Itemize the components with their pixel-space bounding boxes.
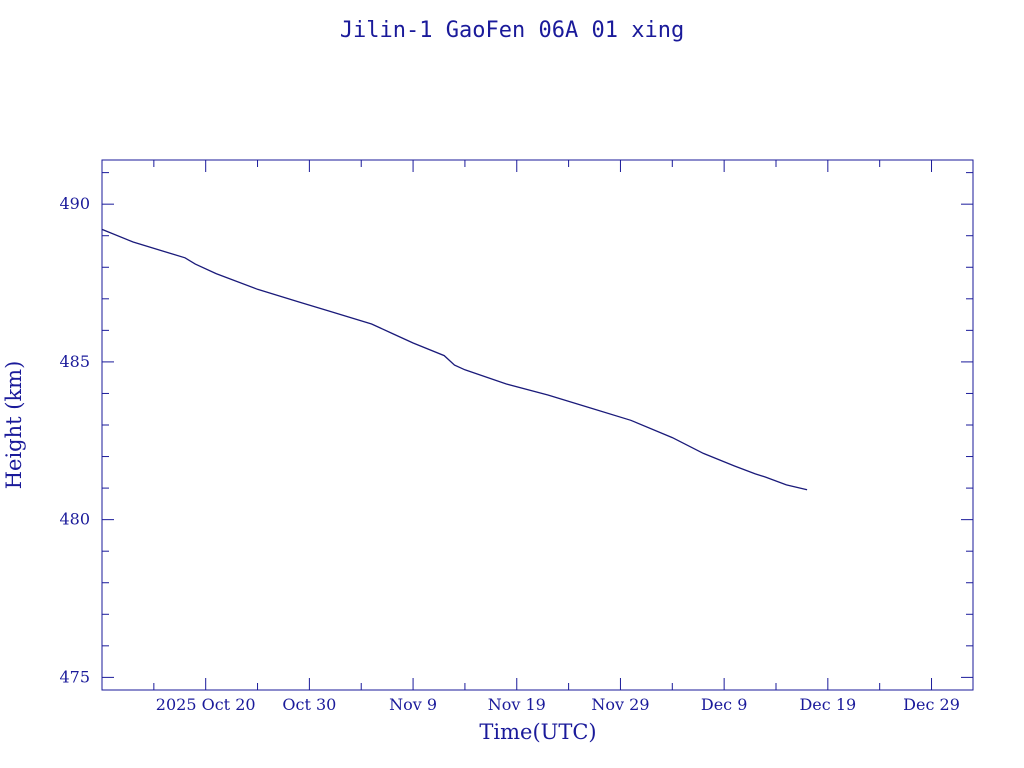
y-axis-tick-labels: 490 485 480 475 xyxy=(59,194,90,686)
x-tick-label: 2025 Oct 20 xyxy=(156,695,256,714)
plot-area xyxy=(101,159,974,691)
x-axis-label: Time(UTC) xyxy=(479,720,596,744)
x-axis-ticks xyxy=(101,160,933,690)
chart-title: Jilin-1 GaoFen 06A 01 xing xyxy=(340,18,684,43)
x-tick-label: Dec 29 xyxy=(903,695,960,714)
y-axis-ticks xyxy=(102,172,973,678)
y-axis-label: Height (km) xyxy=(2,361,26,490)
y-tick-label: 475 xyxy=(59,667,90,686)
x-axis-tick-labels: 2025 Oct 20 Oct 30 Nov 9 Nov 19 Nov 29 Dec 9 D… xyxy=(156,695,960,714)
x-tick-label: Nov 9 xyxy=(389,695,437,714)
y-tick-label: 490 xyxy=(59,194,90,213)
y-tick-label: 480 xyxy=(59,510,90,529)
y-tick-label: 485 xyxy=(59,352,90,371)
x-tick-label: Nov 29 xyxy=(591,695,649,714)
x-tick-label: Dec 9 xyxy=(701,695,748,714)
height-series-line xyxy=(101,228,808,491)
plot-frame xyxy=(101,159,974,691)
x-tick-label: Nov 19 xyxy=(488,695,546,714)
x-tick-label: Dec 19 xyxy=(799,695,856,714)
x-tick-label: Oct 30 xyxy=(282,695,336,714)
